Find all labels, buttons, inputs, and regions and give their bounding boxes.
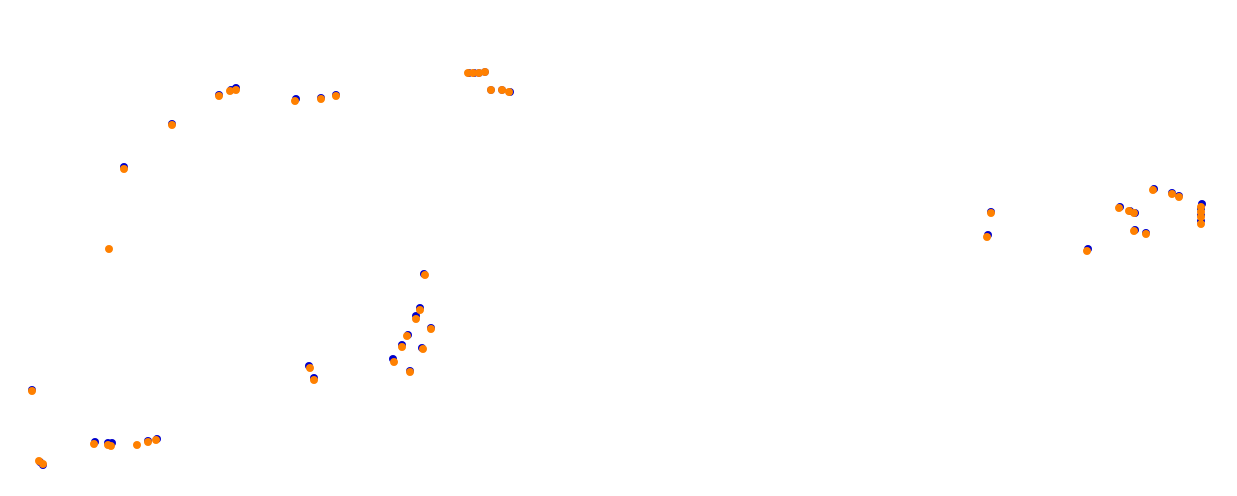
data-point	[168, 121, 176, 129]
data-point	[487, 86, 495, 94]
data-point	[983, 233, 991, 241]
data-point	[215, 92, 223, 100]
series-1	[28, 68, 1205, 468]
data-point	[144, 438, 152, 446]
data-point	[317, 95, 325, 103]
data-point	[406, 368, 414, 376]
data-point	[987, 209, 995, 217]
series-0	[28, 68, 1206, 469]
data-point	[1142, 230, 1150, 238]
data-point	[416, 306, 424, 314]
data-point	[412, 315, 420, 323]
data-point	[1175, 193, 1183, 201]
data-point	[398, 343, 406, 351]
data-point	[1130, 209, 1138, 217]
data-point	[1197, 203, 1205, 211]
data-point	[133, 441, 141, 449]
data-point	[1197, 220, 1205, 228]
data-point	[390, 358, 398, 366]
data-point	[505, 88, 513, 96]
data-point	[28, 387, 36, 395]
data-point	[427, 325, 435, 333]
data-point	[1168, 190, 1176, 198]
data-point	[1115, 204, 1123, 212]
data-point	[35, 457, 43, 465]
data-point	[306, 364, 314, 372]
data-point	[90, 440, 98, 448]
data-point	[232, 86, 240, 94]
data-point	[105, 245, 113, 253]
data-point	[120, 165, 128, 173]
data-point	[403, 332, 411, 340]
data-point	[332, 92, 340, 100]
data-point	[469, 69, 477, 77]
data-point	[419, 345, 427, 353]
data-point	[1149, 186, 1157, 194]
data-point	[1083, 247, 1091, 255]
data-point	[310, 376, 318, 384]
data-point	[475, 69, 483, 77]
data-point	[421, 271, 429, 279]
data-point	[107, 442, 115, 450]
data-point	[226, 87, 234, 95]
data-point	[481, 68, 489, 76]
data-point	[291, 97, 299, 105]
data-point	[152, 436, 160, 444]
data-point	[498, 86, 506, 94]
data-point	[1130, 227, 1138, 235]
